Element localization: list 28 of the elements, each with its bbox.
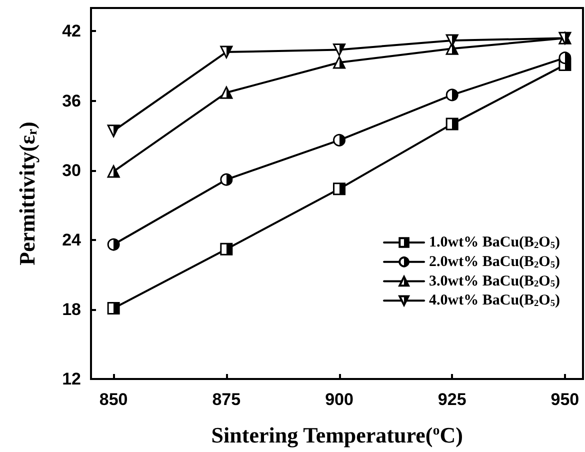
point [107,165,120,178]
point [446,34,458,47]
point [107,124,120,138]
point [333,56,346,69]
x-tick-label: 875 [212,390,241,409]
x-tick-label: 900 [325,390,354,409]
y-tick-label: 12 [62,370,81,388]
y-tick-label: 30 [62,160,81,180]
y-tick-label: 24 [62,230,82,250]
y-tick-label: 36 [62,91,81,110]
point [333,43,346,56]
point [220,173,233,186]
y-tick-label: 18 [62,300,81,319]
x-tick-label: 950 [550,390,580,409]
x-tick-label: 925 [438,390,466,409]
point [558,52,572,64]
point [333,134,346,146]
point [333,182,346,196]
y-tick-label: 42 [62,22,81,41]
point [220,46,233,58]
x-tick-label: 850 [99,390,128,409]
y-axis-title: Permittivity(εr) [14,122,40,266]
point [107,238,120,251]
point [446,118,458,130]
point [107,302,120,315]
point [446,88,458,102]
point [220,242,233,256]
point [220,86,233,99]
